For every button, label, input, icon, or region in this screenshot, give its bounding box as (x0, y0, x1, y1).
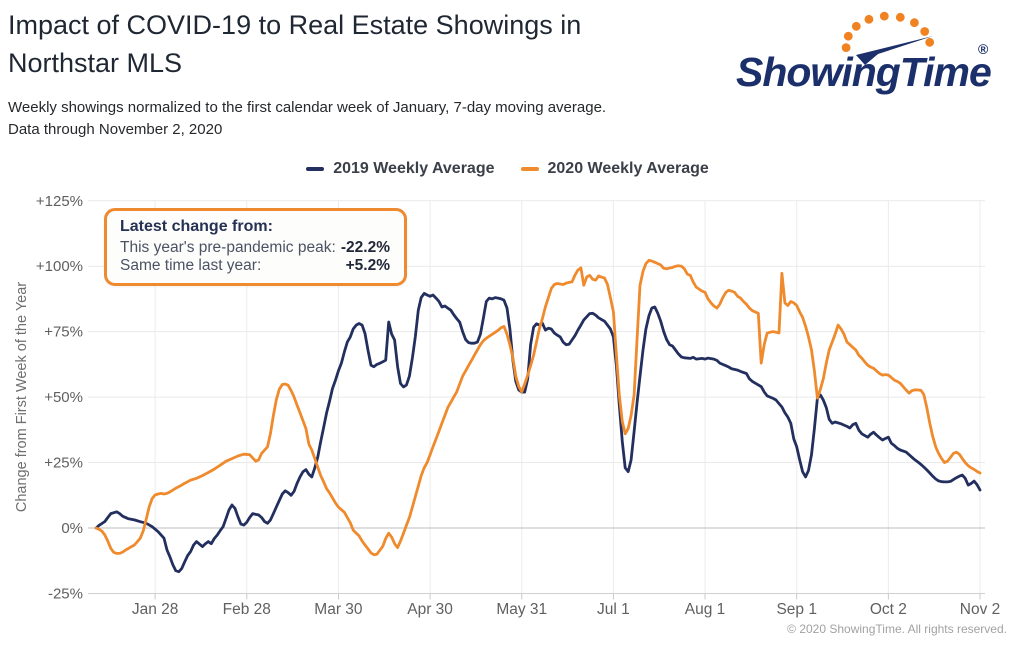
latest-change-callout: Latest change from: This year's pre-pand… (104, 208, 407, 286)
logo-dial-dots-icon (841, 11, 935, 52)
copyright-text: © 2020 ShowingTime. All rights reserved. (787, 622, 1007, 636)
x-tick-label: Jul 1 (597, 601, 630, 618)
y-tick-label: +100% (36, 258, 83, 275)
x-tick-label: Feb 28 (223, 601, 271, 618)
x-tick-label: Mar 30 (314, 601, 363, 618)
y-tick-label: +125% (36, 193, 83, 210)
legend-swatch-2020 (520, 167, 539, 171)
x-tick-label: Sep 1 (776, 601, 817, 618)
x-tick-label: Oct 2 (870, 601, 907, 618)
legend-label-2020: 2020 Weekly Average (547, 160, 709, 177)
x-tick-label: Jan 28 (132, 601, 179, 618)
chart-subtitle: Weekly showings normalized to the first … (8, 97, 606, 141)
callout-title: Latest change from: (120, 218, 273, 235)
x-tick-label: Aug 1 (685, 601, 726, 618)
y-axis-title: Change from First Week of the Year (14, 282, 30, 512)
page-title-line2: Northstar MLS (8, 48, 183, 78)
y-tick-label: 0% (61, 520, 83, 537)
chart-subtitle-line2: Data through November 2, 2020 (8, 121, 223, 138)
x-tick-label: Nov 2 (960, 601, 1001, 618)
page-title: Impact of COVID-19 to Real Estate Showin… (8, 6, 708, 82)
showingtime-logo: ShowingTime ® (736, 11, 992, 95)
callout-value-peak: -22.2% (340, 239, 390, 256)
logo-registered-mark: ® (978, 41, 989, 57)
page-title-line1: Impact of COVID-19 to Real Estate Showin… (8, 10, 582, 40)
y-tick-label: +75% (44, 324, 83, 341)
chart-legend: 2019 Weekly Average 2020 Weekly Average (0, 160, 1015, 178)
series-line-2019 (94, 292, 982, 574)
legend-label-2019: 2019 Weekly Average (333, 160, 495, 177)
x-tick-label: Apr 30 (407, 601, 453, 618)
legend-item-2019: 2019 Weekly Average (306, 160, 495, 178)
callout-row-peak: This year's pre-pandemic peak: -22.2% (120, 239, 390, 257)
y-tick-label: +50% (44, 389, 83, 406)
legend-swatch-2019 (306, 167, 325, 171)
y-tick-label: +25% (44, 455, 83, 472)
callout-value-last-year: +5.2% (345, 256, 390, 274)
chart-subtitle-line1: Weekly showings normalized to the first … (8, 99, 607, 116)
callout-label-last-year: Same time last year: (120, 256, 262, 274)
series-line-2020 (94, 259, 982, 557)
callout-label-peak: This year's pre-pandemic peak: (120, 239, 336, 256)
x-tick-label: May 31 (496, 601, 547, 618)
legend-item-2020: 2020 Weekly Average (520, 160, 709, 178)
callout-row-last-year: Same time last year: +5.2% (120, 257, 390, 275)
logo-needle-icon (856, 36, 933, 65)
y-tick-label: -25% (48, 585, 83, 602)
logo-wordmark: ShowingTime (736, 49, 991, 95)
